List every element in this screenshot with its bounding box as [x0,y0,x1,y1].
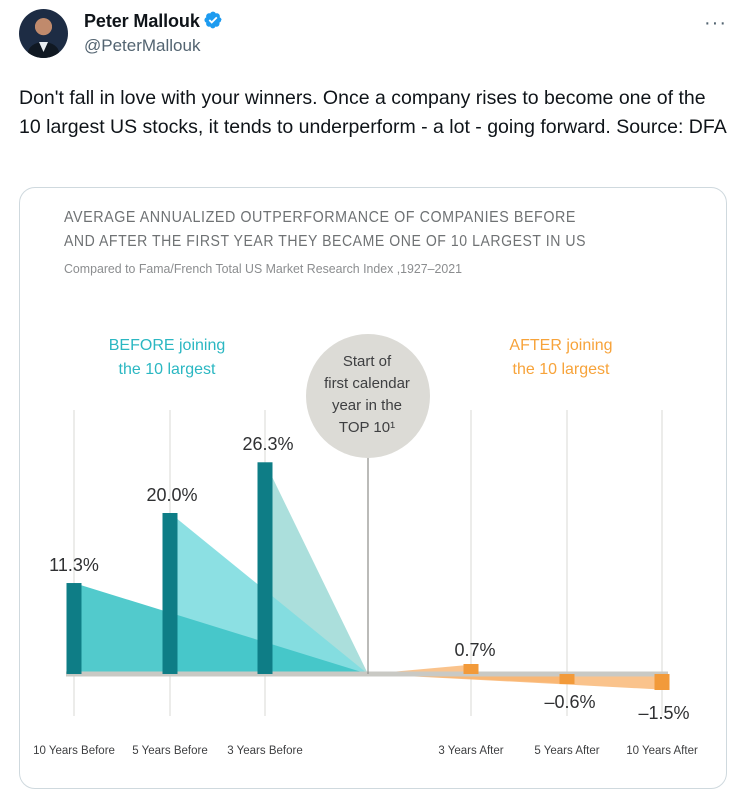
category-label-2: 3 Years Before [227,745,302,757]
category-label-3: 3 Years After [438,745,503,757]
value-label-4: –0.6% [544,692,595,712]
center-circle [306,334,430,458]
tweet-text: Don't fall in love with your winners. On… [19,87,727,138]
center-label-line-2: first calendar [324,375,410,392]
chart-title-line-2: AND AFTER THE FIRST YEAR THEY BECAME ONE… [64,233,586,250]
verified-badge-icon [204,11,222,29]
value-label-0: 11.3% [49,555,99,575]
center-label-line-1: Start of [343,353,392,370]
after-fill-5 [368,674,670,690]
author-name-row[interactable]: Peter Mallouk [84,10,223,32]
after-label-line-2: the 10 largest [513,361,611,378]
center-label-line-4: TOP 10¹ [339,419,395,436]
author-name[interactable]: Peter Mallouk [84,11,200,31]
chart-title-line-1: AVERAGE ANNUALIZED OUTPERFORMANCE OF COM… [64,209,576,226]
bar-4 [559,674,575,684]
after-label-line-1: AFTER joining [509,337,612,354]
author-avatar[interactable] [19,9,68,58]
value-label-1: 20.0% [146,485,197,505]
author-handle[interactable]: @PeterMallouk [84,36,201,55]
value-label-5: –1.5% [638,703,689,723]
chart-subtitle: Compared to Fama/French Total US Market … [64,262,462,276]
center-label-line-3: year in the [332,397,402,414]
category-label-1: 5 Years Before [132,745,207,757]
chart-image-card[interactable]: 11.3% 10 Years Before 20.0% 5 Years Before 2… [19,187,727,789]
bar-5 [654,674,670,690]
category-label-4: 5 Years After [534,745,599,757]
avatar-collar [39,42,48,52]
more-options-icon[interactable]: ··· [704,12,727,34]
before-label-line-1: BEFORE joining [109,337,226,354]
bar-3 [463,664,479,674]
category-label-0: 10 Years Before [33,745,115,757]
bar-0 [66,583,82,674]
bar-1 [162,513,178,674]
value-label-3: 0.7% [454,640,495,660]
chart: 11.3% 10 Years Before 20.0% 5 Years Before 2… [33,209,698,757]
category-label-5: 10 Years After [626,745,698,757]
bar-2 [257,462,273,674]
before-label-line-2: the 10 largest [119,361,217,378]
value-label-2: 26.3% [242,434,293,454]
